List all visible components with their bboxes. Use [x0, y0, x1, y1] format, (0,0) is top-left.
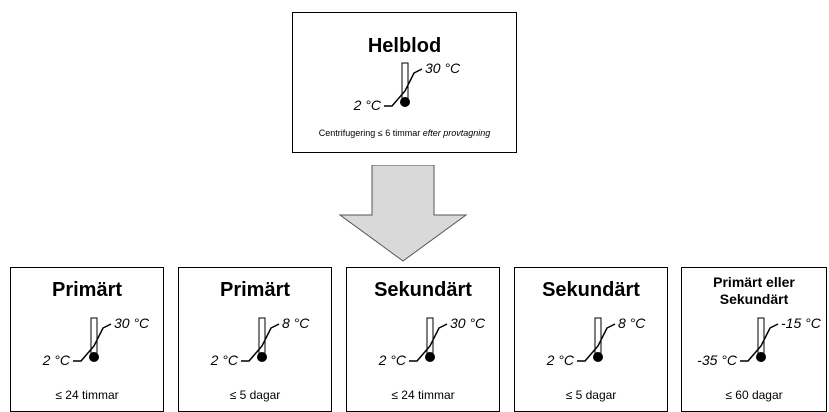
storage-box: Primärt eller Sekundärt -15 °C -35 °C ≤ 60 … [681, 267, 827, 412]
high-temp: 8 °C [618, 315, 646, 331]
duration: ≤ 5 dagar [229, 388, 281, 402]
arrow [338, 165, 468, 262]
duration: ≤ 24 timmar [55, 388, 119, 402]
thermometer [384, 62, 423, 107]
caption: Centrifugering ≤ 6 timmar efter provtagn… [293, 128, 516, 138]
box-title: Sekundärt [542, 279, 640, 301]
thermometer [73, 317, 112, 362]
low-temp: 2 °C [353, 97, 381, 113]
box-title: Primärt [219, 279, 291, 301]
box-title: Primärt [51, 279, 123, 301]
low-temp: -35 °C [697, 352, 737, 368]
high-temp: 30 °C [450, 315, 486, 331]
storage-box: Primärt 30 °C 2 °C ≤ 24 timmar [10, 267, 164, 412]
low-temp: 2 °C [546, 352, 574, 368]
box-title: Sekundärt [374, 279, 472, 301]
high-temp: 8 °C [282, 315, 310, 331]
caption-text: Centrifugering ≤ 6 timmar [318, 128, 421, 138]
box-title: Helblod [367, 35, 442, 57]
high-temp: 30 °C [425, 60, 461, 76]
caption-italic: efter provtagning [422, 128, 491, 138]
high-temp: 30 °C [114, 315, 150, 331]
whole-blood-box: Helblod Centrifugering ≤ 6 timmar efter … [292, 12, 517, 153]
thermometer [409, 317, 448, 362]
thermometer [577, 317, 616, 362]
thermometer [740, 317, 779, 362]
low-temp: 2 °C [378, 352, 406, 368]
duration: ≤ 60 dagar [725, 388, 783, 402]
storage-box: Sekundärt 30 °C 2 °C ≤ 24 timmar [346, 267, 500, 412]
low-temp: 2 °C [42, 352, 70, 368]
high-temp: -15 °C [781, 315, 821, 331]
duration: ≤ 5 dagar [565, 388, 617, 402]
box-title: Primärt eller Sekundärt [713, 274, 795, 307]
storage-box: Sekundärt 8 °C 2 °C ≤ 5 dagar [514, 267, 668, 412]
thermometer [241, 317, 280, 362]
low-temp: 2 °C [210, 352, 238, 368]
duration: ≤ 24 timmar [391, 388, 455, 402]
storage-box: Primärt 8 °C 2 °C ≤ 5 dagar [178, 267, 332, 412]
